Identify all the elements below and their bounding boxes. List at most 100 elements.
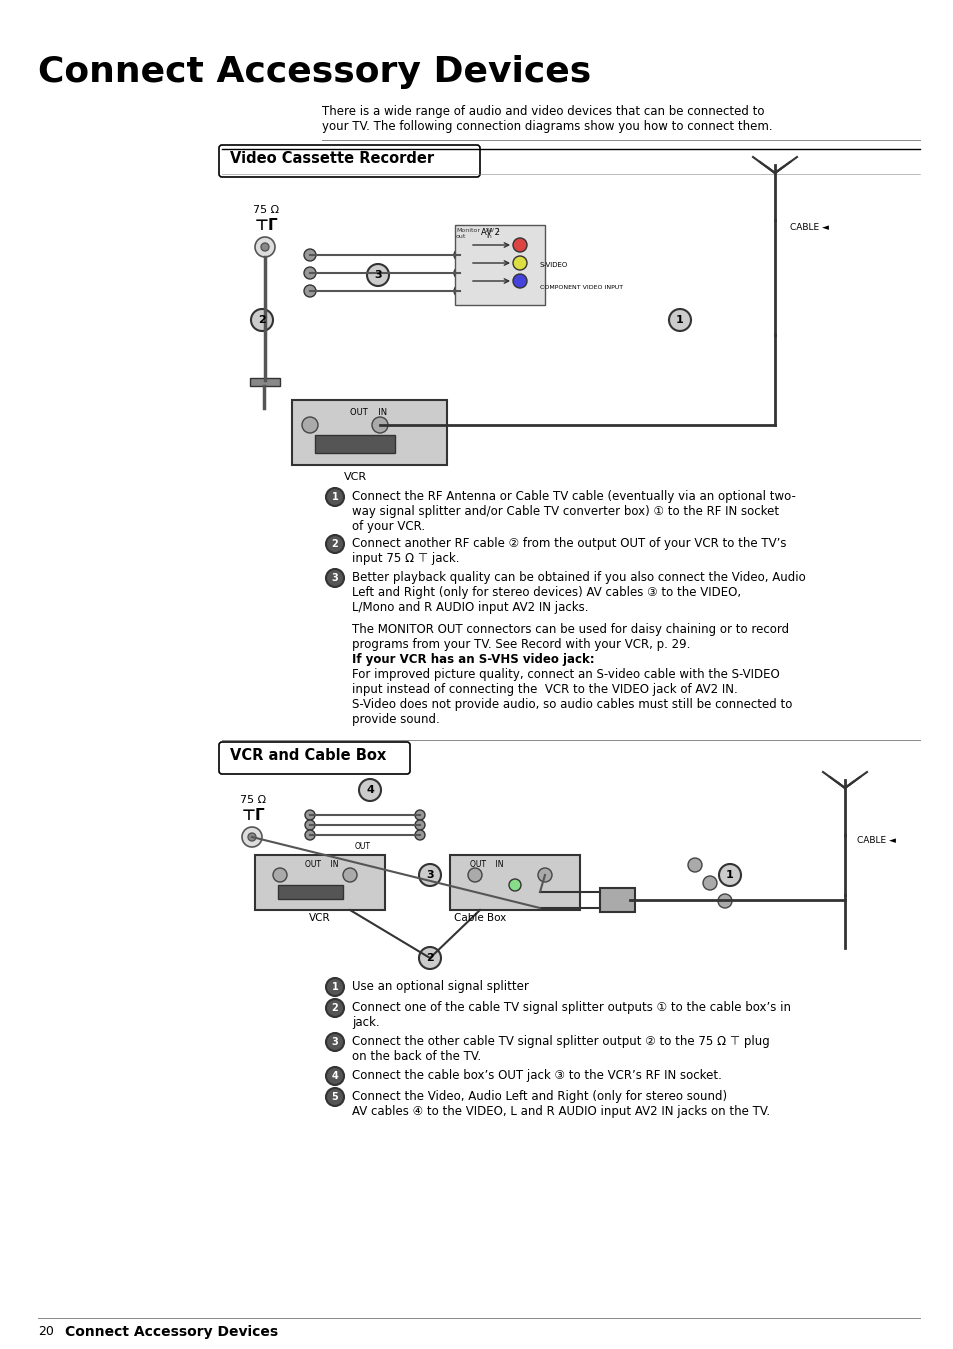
Circle shape xyxy=(305,809,314,820)
Circle shape xyxy=(702,876,717,890)
Text: 2: 2 xyxy=(258,316,266,325)
Text: 3: 3 xyxy=(332,573,338,583)
Circle shape xyxy=(242,827,262,847)
Circle shape xyxy=(718,894,731,908)
Bar xyxy=(314,434,395,453)
Circle shape xyxy=(273,867,287,882)
Text: 4: 4 xyxy=(332,1071,338,1081)
Text: There is a wide range of audio and video devices that can be connected to
your T: There is a wide range of audio and video… xyxy=(322,105,772,134)
FancyArrowPatch shape xyxy=(473,243,508,247)
Bar xyxy=(277,885,343,898)
Text: Connect the Video, Audio Left and Right (only for stereo sound)
AV cables ④ to t: Connect the Video, Audio Left and Right … xyxy=(352,1090,769,1118)
Circle shape xyxy=(302,417,317,433)
Circle shape xyxy=(513,256,526,270)
Circle shape xyxy=(358,778,380,801)
Text: VCR: VCR xyxy=(343,472,366,482)
Circle shape xyxy=(326,1033,344,1051)
Text: CABLE ◄: CABLE ◄ xyxy=(789,223,828,232)
Circle shape xyxy=(304,267,315,279)
FancyArrowPatch shape xyxy=(473,279,508,283)
Circle shape xyxy=(326,536,344,553)
Text: 4: 4 xyxy=(366,785,374,795)
Circle shape xyxy=(415,820,424,830)
Text: OUT    IN: OUT IN xyxy=(305,861,338,869)
Bar xyxy=(455,225,544,305)
Circle shape xyxy=(248,832,255,840)
Bar xyxy=(292,401,447,465)
Text: 3: 3 xyxy=(332,1037,338,1047)
Text: Connect one of the cable TV signal splitter outputs ① to the cable box’s in
jack: Connect one of the cable TV signal split… xyxy=(352,1001,790,1029)
Text: Better playback quality can be obtained if you also connect the Video, Audio
Lef: Better playback quality can be obtained … xyxy=(352,571,805,614)
Circle shape xyxy=(668,309,690,331)
Text: The MONITOR OUT connectors can be used for daisy chaining or to record
programs : The MONITOR OUT connectors can be used f… xyxy=(352,623,788,652)
Text: 3: 3 xyxy=(374,270,381,281)
Circle shape xyxy=(367,264,389,286)
Text: Connect Accessory Devices: Connect Accessory Devices xyxy=(65,1325,278,1340)
Text: 75 Ω: 75 Ω xyxy=(240,795,266,805)
Circle shape xyxy=(468,867,481,882)
Circle shape xyxy=(372,417,388,433)
Text: VCR and Cable Box: VCR and Cable Box xyxy=(230,747,386,764)
Text: 2: 2 xyxy=(332,1004,338,1013)
Circle shape xyxy=(326,1089,344,1106)
Bar xyxy=(599,888,635,912)
Circle shape xyxy=(254,237,274,258)
Circle shape xyxy=(537,867,552,882)
Text: 5: 5 xyxy=(332,1091,338,1102)
Text: AV 1
in: AV 1 in xyxy=(485,228,499,239)
Circle shape xyxy=(687,858,701,871)
Circle shape xyxy=(326,1000,344,1017)
Text: Connect the cable box’s OUT jack ③ to the VCR’s RF IN socket.: Connect the cable box’s OUT jack ③ to th… xyxy=(352,1068,721,1082)
Text: OUT    IN: OUT IN xyxy=(470,861,503,869)
Text: If your VCR has an S-VHS video jack:: If your VCR has an S-VHS video jack: xyxy=(352,653,594,666)
Circle shape xyxy=(251,309,273,331)
Circle shape xyxy=(326,569,344,587)
Text: 1: 1 xyxy=(725,870,733,880)
Circle shape xyxy=(509,880,520,890)
Circle shape xyxy=(304,285,315,297)
Circle shape xyxy=(719,863,740,886)
Text: S-VIDEO: S-VIDEO xyxy=(539,262,568,268)
Circle shape xyxy=(304,250,315,260)
Text: Connect another RF cable ② from the output OUT of your VCR to the TV’s
input 75 : Connect another RF cable ② from the outp… xyxy=(352,537,785,565)
Bar xyxy=(450,855,579,911)
Circle shape xyxy=(415,830,424,840)
Text: ⊤Γ: ⊤Γ xyxy=(242,808,265,823)
Text: 1: 1 xyxy=(332,492,338,502)
Circle shape xyxy=(454,285,465,297)
Circle shape xyxy=(326,1067,344,1085)
Circle shape xyxy=(454,267,465,279)
Text: 75 Ω: 75 Ω xyxy=(253,205,279,214)
Text: 2: 2 xyxy=(426,952,434,963)
Text: ⊤Γ: ⊤Γ xyxy=(254,219,278,233)
Text: Use an optional signal splitter: Use an optional signal splitter xyxy=(352,979,528,993)
Circle shape xyxy=(261,243,269,251)
FancyArrowPatch shape xyxy=(473,260,508,266)
Circle shape xyxy=(326,488,344,506)
Text: Connect Accessory Devices: Connect Accessory Devices xyxy=(38,55,591,89)
Text: For improved picture quality, connect an S-video cable with the S-VIDEO
input in: For improved picture quality, connect an… xyxy=(352,668,792,726)
Bar xyxy=(254,855,385,911)
Circle shape xyxy=(454,250,465,260)
Text: 1: 1 xyxy=(676,316,683,325)
Text: Connect the other cable TV signal splitter output ② to the 75 Ω ⊤ plug
on the ba: Connect the other cable TV signal splitt… xyxy=(352,1035,769,1063)
Circle shape xyxy=(343,867,356,882)
Text: Video Cassette Recorder: Video Cassette Recorder xyxy=(230,151,434,166)
Circle shape xyxy=(305,830,314,840)
Circle shape xyxy=(326,978,344,996)
Text: 1: 1 xyxy=(332,982,338,992)
Circle shape xyxy=(415,809,424,820)
Text: 3: 3 xyxy=(426,870,434,880)
FancyBboxPatch shape xyxy=(219,742,410,774)
Circle shape xyxy=(418,947,440,969)
Text: COMPONENT VIDEO INPUT: COMPONENT VIDEO INPUT xyxy=(539,285,622,290)
Circle shape xyxy=(513,237,526,252)
Circle shape xyxy=(305,820,314,830)
FancyBboxPatch shape xyxy=(219,144,479,177)
Text: VCR: VCR xyxy=(309,913,331,923)
Circle shape xyxy=(418,863,440,886)
Bar xyxy=(250,378,280,386)
Text: 2: 2 xyxy=(332,540,338,549)
Text: CABLE ◄: CABLE ◄ xyxy=(856,836,895,844)
Circle shape xyxy=(513,274,526,287)
